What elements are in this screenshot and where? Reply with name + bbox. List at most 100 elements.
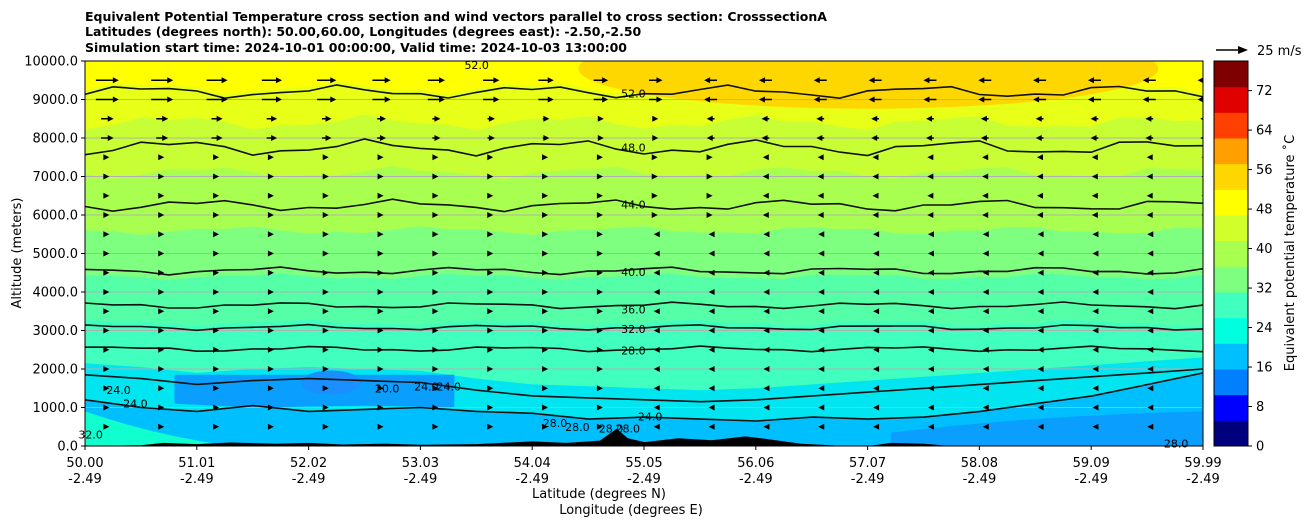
wind-vector <box>267 173 274 180</box>
wind-vector <box>542 327 549 334</box>
wind-vector <box>267 346 274 353</box>
wind-vector <box>708 289 715 295</box>
colorbar-tick-label: 32 <box>1256 282 1273 297</box>
x-tick-label-lat: 54.04 <box>514 456 551 471</box>
wind-vector <box>653 385 660 392</box>
x-tick-label-lat: 59.09 <box>1073 456 1110 471</box>
wind-vector <box>653 308 660 315</box>
wind-head <box>103 192 110 199</box>
wind-head <box>1142 96 1149 103</box>
wind-vector <box>487 212 494 218</box>
wind-head <box>706 192 713 199</box>
wind-head <box>653 404 660 411</box>
wind-head <box>542 269 549 276</box>
wind-head <box>818 404 825 411</box>
wind-vector <box>487 250 494 257</box>
wind-vector <box>427 77 446 84</box>
wind-vector <box>487 346 494 353</box>
wind-vector <box>708 366 715 372</box>
wind-vector <box>432 423 439 430</box>
wind-vector <box>762 173 769 180</box>
contour-label: 24.0 <box>106 384 131 397</box>
wind-head <box>706 173 713 180</box>
wind-head <box>653 366 660 372</box>
wind-head <box>493 77 500 84</box>
wind-head <box>978 77 985 84</box>
contour-label: 32.0 <box>621 323 646 336</box>
wind-head <box>158 385 165 392</box>
wind-head <box>982 231 989 238</box>
y-tick-label: 2000.0 <box>33 363 79 378</box>
wind-head <box>267 212 274 218</box>
wind-head <box>542 366 549 372</box>
wind-vector <box>377 346 384 353</box>
wind-vector <box>704 96 718 103</box>
wind-vector <box>982 423 989 430</box>
wind-vector <box>871 135 879 141</box>
colorbar-segment <box>1214 317 1248 344</box>
x-axis-label: Latitude (degrees N) <box>532 487 666 502</box>
wind-head <box>1200 117 1203 121</box>
wind-vector <box>873 346 880 353</box>
y-tick-label: 9000.0 <box>33 93 79 108</box>
wind-head <box>982 192 989 199</box>
wind-head <box>1037 173 1044 180</box>
wind-vector <box>706 115 715 122</box>
wind-head <box>652 115 659 122</box>
wind-vector <box>377 250 384 257</box>
wind-vector <box>982 289 989 295</box>
wind-head <box>817 192 824 199</box>
wind-head <box>1091 192 1098 199</box>
y-tick-label: 1000.0 <box>33 401 79 416</box>
wind-vector <box>1092 366 1099 372</box>
wind-vector <box>432 346 439 353</box>
colorbar-tick-label: 40 <box>1256 242 1273 257</box>
wind-head <box>322 385 329 392</box>
wind-vector <box>1087 96 1101 103</box>
wind-head <box>330 77 337 84</box>
wind-head <box>487 289 494 295</box>
wind-head <box>267 250 274 257</box>
wind-vector <box>487 404 494 411</box>
wind-head <box>542 173 549 180</box>
wind-vector <box>872 212 879 218</box>
wind-vector <box>377 212 384 218</box>
wind-head <box>322 327 329 334</box>
wind-head <box>377 154 384 161</box>
wind-vector <box>542 154 549 161</box>
wind-head <box>487 154 494 161</box>
wind-vector <box>708 269 715 276</box>
wind-vector <box>432 366 439 372</box>
wind-head <box>488 135 495 141</box>
wind-head <box>927 289 934 295</box>
wind-head <box>596 346 603 353</box>
wind-vector <box>377 404 384 411</box>
wind-head <box>1092 385 1099 392</box>
wind-head <box>213 385 220 392</box>
wind-vector <box>432 173 439 180</box>
wind-head <box>167 77 174 84</box>
wind-vector <box>487 115 495 122</box>
wind-vector <box>427 96 446 103</box>
wind-vector <box>322 404 329 411</box>
wind-head <box>158 212 165 218</box>
wind-vector <box>156 115 169 122</box>
wind-vector <box>763 250 770 257</box>
wind-head <box>158 269 165 276</box>
wind-head <box>158 404 165 411</box>
wind-head <box>762 173 769 180</box>
wind-vector <box>1147 366 1154 372</box>
wind-head <box>596 154 603 161</box>
wind-vector <box>322 173 329 180</box>
wind-head <box>542 346 549 353</box>
colorbar-segment <box>1214 138 1248 165</box>
wind-head <box>1147 231 1154 238</box>
wind-vector <box>432 269 439 276</box>
wind-vector <box>542 135 550 141</box>
wind-vector <box>1092 346 1099 353</box>
wind-vector <box>377 135 386 141</box>
wind-vector <box>1146 173 1153 180</box>
wind-vector <box>432 135 441 141</box>
wind-vector <box>542 250 549 257</box>
wind-head <box>927 173 934 180</box>
